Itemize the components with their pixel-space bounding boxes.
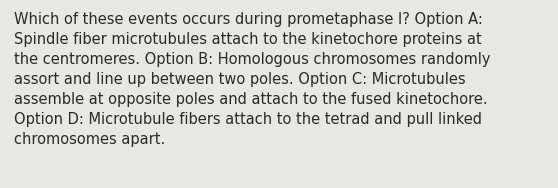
Text: Which of these events occurs during prometaphase I? Option A:
Spindle fiber micr: Which of these events occurs during prom…	[14, 12, 490, 147]
